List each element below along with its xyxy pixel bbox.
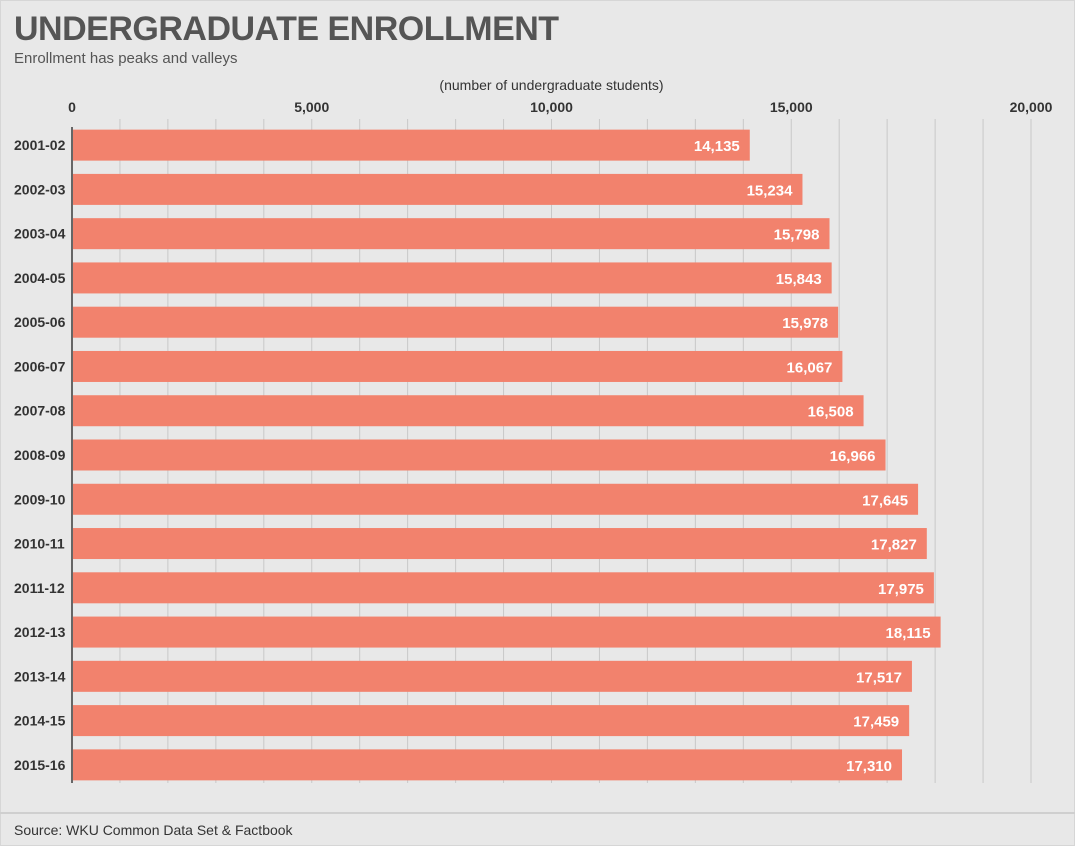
chart-subtitle: Enrollment has peaks and valleys <box>14 50 238 67</box>
category-label: 2011-12 <box>14 580 65 596</box>
bar <box>72 306 839 338</box>
category-label: 2003-04 <box>14 226 66 242</box>
bar-value-label: 15,798 <box>774 227 820 244</box>
bar <box>72 395 864 427</box>
bar-value-label: 16,966 <box>830 448 876 465</box>
bar <box>72 262 832 294</box>
footer-divider <box>0 812 1075 814</box>
category-label: 2006-07 <box>14 358 66 374</box>
bar <box>72 218 830 250</box>
bar <box>72 439 886 471</box>
category-label: 2012-13 <box>14 624 66 640</box>
category-label: 2009-10 <box>14 491 66 507</box>
x-tick-label: 10,000 <box>530 99 573 115</box>
x-axis-title: (number of undergraduate students) <box>439 77 663 93</box>
bar-value-label: 15,978 <box>782 315 828 332</box>
bar <box>72 660 912 692</box>
bar-value-label: 17,975 <box>878 581 924 598</box>
bar-value-label: 18,115 <box>886 625 931 642</box>
bar <box>72 173 803 205</box>
bar-value-label: 17,517 <box>856 669 902 686</box>
x-tick-label: 15,000 <box>770 99 813 115</box>
x-tick-label: 0 <box>68 99 76 115</box>
bar <box>72 129 750 161</box>
bar-value-label: 16,508 <box>808 404 854 421</box>
x-tick-labels: 0 5,000 10,000 15,000 20,000 <box>68 99 1053 115</box>
x-tick-label: 5,000 <box>294 99 329 115</box>
source-note: Source: WKU Common Data Set & Factbook <box>14 822 293 838</box>
category-label: 2005-06 <box>14 314 66 330</box>
bar-value-label: 15,843 <box>776 271 822 288</box>
chart-title: UNDERGRADUATE ENROLLMENT <box>14 10 559 48</box>
bar <box>72 705 910 737</box>
category-label: 2013-14 <box>14 668 66 684</box>
bar-value-label: 17,827 <box>871 537 917 554</box>
category-label: 2008-09 <box>14 447 66 463</box>
category-label: 2014-15 <box>14 713 66 729</box>
bar <box>72 616 941 648</box>
category-label: 2004-05 <box>14 270 66 286</box>
bars: 14,135 15,234 15,798 15,843 15,978 16,067 16,5… <box>72 129 941 781</box>
bar-value-label: 15,234 <box>747 182 794 199</box>
category-label: 2001-02 <box>14 137 66 153</box>
bar-value-label: 14,135 <box>694 138 740 155</box>
bar <box>72 749 903 781</box>
bar <box>72 483 919 515</box>
bar <box>72 350 843 382</box>
bar-value-label: 17,459 <box>853 714 899 731</box>
bar-value-label: 16,067 <box>787 359 833 376</box>
bar-value-label: 17,645 <box>862 492 908 509</box>
category-labels: 2001-02 2002-03 2003-04 2004-05 2005-06 2006-… <box>14 137 66 773</box>
bar <box>72 528 927 560</box>
category-label: 2002-03 <box>14 181 66 197</box>
bar-value-label: 17,310 <box>846 758 892 775</box>
category-label: 2007-08 <box>14 403 66 419</box>
bar <box>72 572 934 604</box>
category-label: 2015-16 <box>14 757 66 773</box>
x-tick-label: 20,000 <box>1010 99 1053 115</box>
category-label: 2010-11 <box>14 536 65 552</box>
